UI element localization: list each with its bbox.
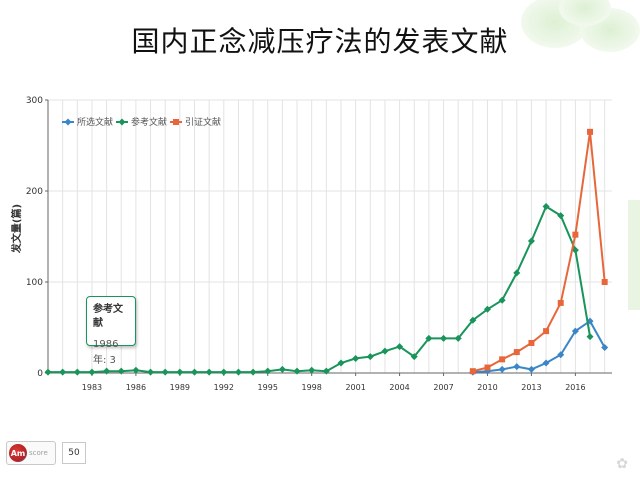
data-point xyxy=(366,353,374,361)
data-point xyxy=(103,367,111,375)
x-tick-label: 2013 xyxy=(521,383,541,392)
legend-swatch-marker xyxy=(173,119,179,125)
y-tick-label: 200 xyxy=(26,187,43,197)
data-point xyxy=(469,368,476,375)
data-point xyxy=(542,202,550,210)
data-point xyxy=(498,365,506,373)
data-point xyxy=(587,128,594,135)
data-point xyxy=(278,365,286,373)
data-point xyxy=(527,365,535,373)
data-point xyxy=(293,367,301,375)
data-point xyxy=(571,246,579,254)
data-point xyxy=(499,356,506,363)
data-point xyxy=(601,279,608,285)
data-point xyxy=(571,327,579,335)
data-point xyxy=(528,339,535,346)
data-point xyxy=(513,269,521,277)
x-tick-label: 1995 xyxy=(258,383,278,392)
data-point xyxy=(410,353,418,361)
x-tick-label: 2010 xyxy=(477,383,497,392)
data-point xyxy=(176,368,184,376)
y-tick-label: 100 xyxy=(26,278,43,288)
legend-swatch-marker xyxy=(118,118,126,126)
data-point xyxy=(425,334,433,342)
altmetric-word: score xyxy=(29,449,48,457)
data-point xyxy=(513,363,521,371)
series-line xyxy=(472,319,606,374)
data-point xyxy=(601,344,609,352)
plot-area xyxy=(48,100,612,373)
data-point xyxy=(161,368,169,376)
tooltip-value: 1986年: 3 xyxy=(93,339,119,366)
data-point xyxy=(527,237,535,245)
data-point xyxy=(557,212,565,220)
data-point xyxy=(249,368,257,376)
altmetric-icon: Am xyxy=(9,444,27,462)
altmetric-logo: Am score xyxy=(6,441,56,465)
data-point xyxy=(117,367,125,375)
data-point xyxy=(396,343,404,351)
data-point xyxy=(572,231,579,238)
data-tooltip: 参考文献 1986年: 3 xyxy=(86,296,136,366)
x-tick-label: 2007 xyxy=(433,383,453,392)
x-tick-label: 1998 xyxy=(302,383,322,392)
x-tick-label: 2016 xyxy=(565,383,585,392)
data-point xyxy=(234,368,242,376)
data-point xyxy=(132,366,140,374)
data-point xyxy=(513,349,520,356)
data-point xyxy=(498,296,506,304)
data-point xyxy=(322,367,330,375)
data-point xyxy=(190,368,198,376)
y-tick-label: 300 xyxy=(26,96,43,106)
data-point xyxy=(454,334,462,342)
watermark-icon: ✿ xyxy=(616,456,628,472)
altmetric-badge[interactable]: Am score 50 xyxy=(6,440,86,466)
x-tick-label: 2004 xyxy=(389,383,409,392)
series-line xyxy=(472,131,606,373)
data-point xyxy=(220,368,228,376)
data-point xyxy=(484,364,491,371)
data-point xyxy=(308,366,316,374)
data-point xyxy=(483,305,491,313)
legend-entry-label: 参考文献 xyxy=(131,116,167,128)
data-point xyxy=(147,368,155,376)
clover-decoration xyxy=(521,0,640,52)
data-point xyxy=(440,334,448,342)
data-point xyxy=(469,316,477,324)
data-point xyxy=(59,368,67,376)
page-title: 国内正念减压疗法的发表文献 xyxy=(131,25,509,58)
data-point xyxy=(557,351,565,359)
y-tick-label: 0 xyxy=(37,369,43,379)
data-point xyxy=(557,299,564,306)
data-point xyxy=(205,368,213,376)
legend-entry-label: 引证文献 xyxy=(185,116,221,128)
x-tick-label: 1989 xyxy=(170,383,190,392)
x-tick-label: 1992 xyxy=(214,383,234,392)
x-tick-label: 1986 xyxy=(126,383,146,392)
data-point xyxy=(44,368,52,376)
x-tick-label: 1983 xyxy=(82,383,102,392)
data-point xyxy=(543,328,550,335)
data-point xyxy=(337,359,345,367)
right-edge-strip xyxy=(628,200,640,310)
data-point xyxy=(586,333,594,341)
data-point xyxy=(352,354,360,362)
legend-entry-label: 所选文献 xyxy=(77,116,113,128)
altmetric-score: 50 xyxy=(62,442,86,464)
y-axis-label: 发文量(篇) xyxy=(10,204,23,254)
data-point xyxy=(542,359,550,367)
data-point xyxy=(88,368,96,376)
data-point xyxy=(381,347,389,355)
data-point xyxy=(264,367,272,375)
data-point xyxy=(73,368,81,376)
x-tick-label: 2001 xyxy=(345,383,365,392)
tooltip-series-name: 参考文献 xyxy=(93,304,123,329)
legend-swatch-marker xyxy=(64,118,72,126)
